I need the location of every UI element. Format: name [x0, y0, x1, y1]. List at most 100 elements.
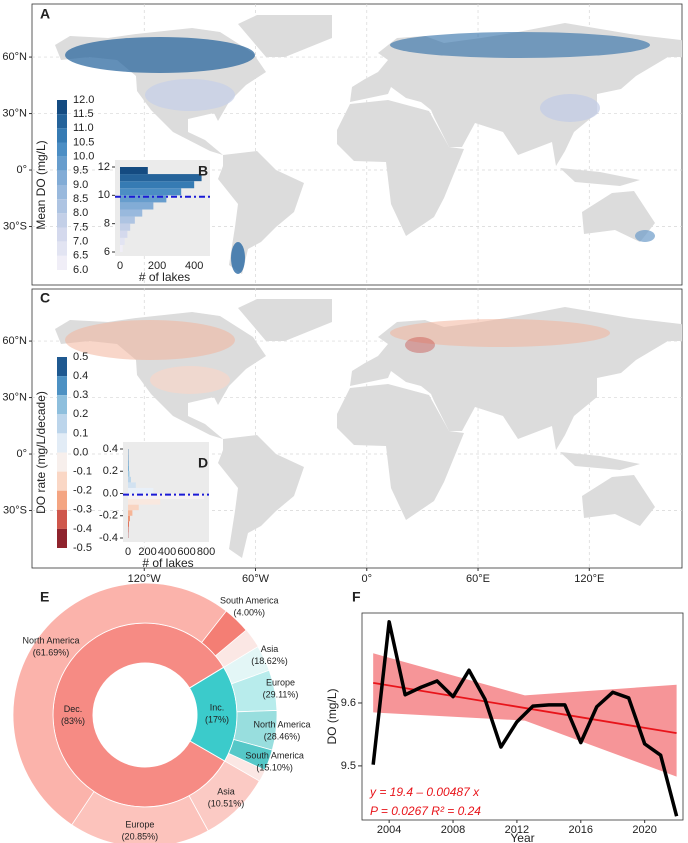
y-tick-label: 0° [16, 448, 27, 460]
y-tick-label: 60°N [2, 335, 27, 347]
y-tick-label: 10 [98, 189, 110, 201]
y-tick-label: 60°N [2, 51, 27, 63]
colorbar-label: 7.5 [73, 221, 88, 233]
x-tick-label: 2012 [505, 824, 529, 836]
histogram-bar [128, 510, 133, 516]
histogram-bar [120, 202, 154, 210]
data-line [371, 620, 679, 817]
colorbar-label: 11.0 [73, 122, 94, 134]
panel-letter: D [198, 455, 208, 471]
y-tick-label: 0.2 [103, 465, 118, 477]
histogram-bar [128, 471, 130, 477]
colorbar-label: 0.3 [73, 389, 88, 401]
x-tick-label: 2004 [377, 824, 401, 836]
segment-label: Dec. [64, 704, 83, 714]
colorbar-title: Mean DO (mg/L) [34, 140, 48, 229]
y-axis-label: DO (mg/L) [325, 688, 339, 744]
colorbar-segment [57, 156, 67, 171]
histogram-bar [120, 181, 195, 189]
colorbar-segment [57, 227, 67, 242]
panel-letter: E [40, 589, 49, 605]
histogram-bar [128, 460, 129, 466]
segment-label: Asia [217, 786, 235, 796]
colorbar-segment [57, 128, 67, 143]
segment-value: (18.62%) [251, 656, 288, 666]
y-tick-label: 0.4 [103, 443, 118, 455]
x-tick-label: 120°W [128, 573, 162, 585]
histogram-bar [128, 521, 129, 527]
panel-letter: F [352, 589, 361, 605]
colorbar-segment [57, 452, 67, 472]
chart-layer: 60°N 30°N 0° 30°S A 12.0 11.5 11.0 10.5 10.0 9.5 9.… [2, 6, 684, 843]
panel-letter: A [40, 6, 50, 22]
histogram-bar [120, 223, 131, 231]
colorbar-label: -0.3 [73, 504, 92, 516]
colorbar-label: 7.0 [73, 236, 88, 248]
histogram-bar [120, 230, 128, 238]
panel-letter: C [40, 290, 50, 306]
segment-value: (15.10%) [256, 763, 293, 773]
outer-segment [228, 738, 273, 771]
colorbar-label: 8.5 [73, 193, 88, 205]
colorbar-label: -0.1 [73, 466, 92, 478]
colorbar-segment [57, 185, 67, 200]
histogram-bar [128, 482, 136, 488]
segment-label: Europe [125, 819, 154, 829]
colorbar-title: DO rate (mg/L/decade) [34, 391, 48, 514]
segment-label: South America [220, 595, 279, 605]
map-land [55, 15, 682, 274]
histogram-bar [120, 237, 125, 245]
y-tick-label: 30°S [3, 220, 27, 232]
histogram-bar [120, 216, 135, 224]
colorbar-label: 0.4 [73, 370, 88, 382]
colorbar-label: 12.0 [73, 94, 94, 106]
segment-value: (28.46%) [264, 732, 301, 742]
x-tick-label: 60°E [466, 573, 490, 585]
histogram-bar [128, 504, 139, 511]
y-tick-label: 0.0 [103, 487, 118, 499]
colorbar-label: 11.5 [73, 108, 94, 120]
x-axis-label: # of lakes [139, 270, 190, 284]
x-tick-label: 200 [138, 546, 156, 558]
colorbar-segment [57, 241, 67, 256]
colorbar-segment [57, 490, 67, 510]
colorbar-segment [57, 357, 67, 377]
colorbar-segment [57, 395, 67, 415]
segment-label: Asia [261, 644, 279, 654]
histogram-bar [120, 174, 202, 182]
x-tick-label: 0 [117, 260, 123, 272]
colorbar-label: 0.2 [73, 408, 88, 420]
colorbar-label: 0.5 [73, 351, 88, 363]
x-tick-label: 400 [158, 546, 176, 558]
histogram-bar [120, 188, 182, 196]
colorbar-segment [57, 142, 67, 157]
x-tick-label: 600 [177, 546, 195, 558]
colorbar-label: 8.0 [73, 207, 88, 219]
x-tick-label: 2016 [569, 824, 593, 836]
y-tick-label: 9.5 [341, 760, 356, 772]
y-tick-label: 30°N [2, 107, 27, 119]
annotation: P = 0.0267 R² = 0.24 [370, 804, 481, 818]
segment-label: North America [254, 720, 311, 730]
colorbar-label: 10.5 [73, 136, 94, 148]
x-tick-label: 2008 [441, 824, 465, 836]
colorbar-label: -0.2 [73, 485, 92, 497]
segment-value: (83%) [61, 716, 85, 726]
histogram-bar [128, 476, 131, 483]
x-tick-label: 60°W [242, 573, 270, 585]
colorbar-segment [57, 509, 67, 529]
colorbar-label: 9.5 [73, 165, 88, 177]
x-axis-label: # of lakes [142, 556, 193, 570]
colorbar-label: 6.5 [73, 250, 88, 262]
colorbar-label: 6.0 [73, 264, 88, 276]
segment-value: (20.85%) [122, 831, 159, 841]
colorbar-label: 0.0 [73, 446, 88, 458]
outer-segment [12, 582, 227, 826]
segment-value: (17%) [205, 715, 229, 725]
x-tick-label: 0° [362, 573, 373, 585]
colorbar-segment [57, 170, 67, 185]
y-tick-label: 30°N [2, 391, 27, 403]
histogram-bar [128, 465, 129, 472]
colorbar-segment [57, 100, 67, 115]
